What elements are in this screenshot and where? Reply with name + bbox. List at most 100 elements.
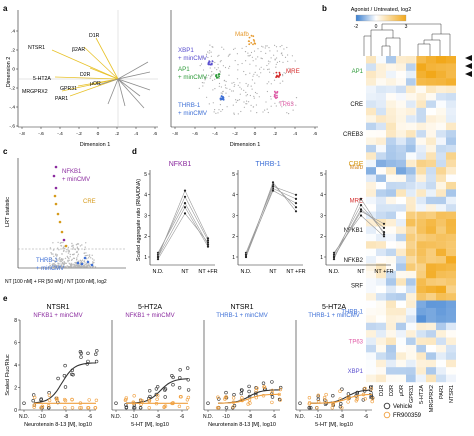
x-tick-label: -8	[248, 414, 253, 420]
heatmap-cell	[396, 174, 406, 183]
heatmap-cell	[396, 322, 406, 331]
dose-point	[369, 387, 374, 391]
dose-point	[262, 387, 267, 391]
reporter-point	[215, 112, 217, 114]
dose-point	[132, 406, 136, 410]
arrow-b2ar	[83, 46, 119, 80]
heatmap-cell	[396, 293, 406, 301]
heatmap-cell	[386, 152, 396, 160]
heatmap-cell	[436, 85, 446, 94]
volcano-point	[56, 255, 58, 257]
legend: Vehicle FR900359	[383, 402, 422, 419]
reporter-point	[266, 64, 268, 67]
cluster-point	[250, 42, 253, 44]
heatmap-cell	[396, 107, 406, 116]
y-tick-label: -.2	[9, 86, 15, 92]
heatmap-cell	[386, 367, 396, 375]
heatmap-cell	[446, 359, 456, 368]
cluster-label-ap1-mincmv: + minCMV	[178, 74, 208, 81]
heatmap-cell	[416, 93, 426, 101]
volcano-point	[52, 259, 54, 261]
dose-point	[178, 368, 182, 372]
heatmap-row-label: NFKB2	[344, 258, 364, 264]
reporter-point	[222, 91, 224, 93]
dose-point	[232, 393, 236, 397]
heatmap-cell	[386, 115, 396, 123]
replicate-point	[183, 206, 187, 209]
dose-point	[86, 351, 90, 355]
dose-point	[139, 402, 143, 406]
heatmap-cell	[436, 70, 446, 79]
reporter-point	[284, 56, 287, 59]
heatmap-cell	[366, 130, 376, 138]
heatmap-cell	[376, 107, 386, 116]
heatmap-cell	[416, 241, 426, 249]
volcano-point	[87, 265, 89, 267]
volcano-point	[64, 266, 67, 268]
reporter-point	[234, 60, 236, 62]
heatmap-cell	[426, 300, 436, 309]
reporter-point	[209, 50, 211, 52]
replicate-point	[359, 214, 363, 217]
panel-d-subplot: NFKB1 5 4 3 2 1 N.D. NT NT +FR	[144, 161, 217, 275]
replicate-point	[206, 243, 210, 246]
heatmap-cell	[406, 233, 416, 242]
heatmap-col-label: D1R	[379, 385, 385, 396]
heatmap-cell	[416, 130, 426, 138]
y-tick-label: .2	[11, 48, 15, 54]
reporter-point	[233, 112, 235, 114]
reporter-point	[231, 90, 233, 92]
dose-point	[309, 406, 313, 410]
panel-d-title: CRE	[349, 161, 364, 168]
reporter-point	[218, 82, 221, 85]
heatmap-cell	[366, 359, 376, 368]
arrow-par1	[69, 78, 119, 97]
reporter-point	[204, 78, 207, 80]
heatmap-cell	[376, 270, 386, 279]
heatmap-cell	[406, 159, 416, 168]
reporter-point	[268, 81, 270, 83]
x-tick-label: -.8	[172, 131, 178, 137]
volcano-point	[71, 264, 73, 267]
heatmap-cell	[386, 374, 396, 383]
heatmap-cell	[416, 367, 426, 375]
heatmap-cell	[406, 248, 416, 257]
dose-point	[231, 400, 236, 404]
reporter-point	[202, 57, 204, 59]
dose-point	[370, 399, 374, 404]
heatmap-cell	[396, 152, 406, 160]
heatmap-cell	[366, 122, 376, 131]
replicate-point	[183, 189, 187, 192]
dose-point	[355, 395, 359, 399]
heatmap-cell	[416, 70, 426, 79]
cluster-point	[253, 42, 256, 45]
heatmap-cell	[366, 181, 376, 190]
cluster-label-thrb1-mincmv: + minCMV	[178, 110, 208, 117]
dose-point	[63, 406, 67, 410]
heatmap-cell	[446, 85, 456, 94]
heatmap-cell	[426, 285, 436, 294]
reporter-point	[250, 51, 253, 54]
volcano-point	[68, 257, 70, 260]
volcano-point	[67, 259, 69, 262]
x-tick-label: -.8	[19, 131, 25, 137]
volcano-point	[81, 259, 84, 261]
dose-point	[254, 395, 258, 400]
heatmap-cell	[426, 159, 436, 168]
heatmap-cell	[386, 285, 396, 294]
heatmap-cell	[376, 189, 386, 197]
arrow-grey-7	[117, 78, 145, 109]
reporter-point	[206, 77, 208, 79]
heatmap-cell	[406, 285, 416, 294]
heatmap-cell	[396, 256, 406, 264]
replicate-point	[294, 193, 298, 196]
heatmap-cell	[366, 115, 376, 123]
dose-point	[155, 397, 159, 401]
dose-point	[362, 387, 366, 391]
volcano-highlight-point	[64, 244, 68, 248]
volcano-point	[63, 245, 65, 247]
plot-receptor-title: 5-HT2A	[138, 304, 162, 311]
heatmap-cell	[436, 300, 446, 309]
heatmap-cell	[426, 248, 436, 257]
y-tick-label: 0	[14, 408, 17, 414]
